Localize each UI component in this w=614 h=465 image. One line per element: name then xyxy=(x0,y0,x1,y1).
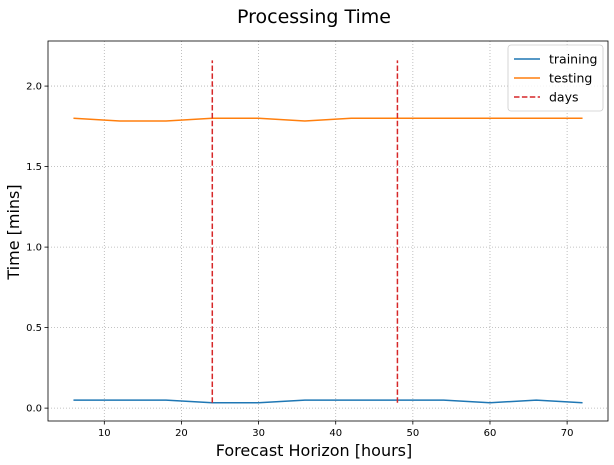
series-line-training xyxy=(73,399,583,404)
y-axis-label: Time [mins] xyxy=(4,184,23,280)
y-tick-label: 0.5 xyxy=(26,323,42,334)
legend: training testing days xyxy=(507,44,604,112)
x-tick-label: 60 xyxy=(484,428,497,439)
legend-box xyxy=(507,44,604,112)
grid-lines xyxy=(48,41,608,421)
x-tick-label: 40 xyxy=(329,428,342,439)
day-marker-lines xyxy=(211,60,399,403)
series-lines xyxy=(73,117,583,404)
x-axis-ticks: 10 20 30 40 50 60 70 xyxy=(98,421,574,439)
x-tick-label: 30 xyxy=(252,428,265,439)
plot-frame xyxy=(47,40,609,422)
y-tick-label: 0.0 xyxy=(26,404,42,415)
y-tick-label: 2.0 xyxy=(26,82,42,93)
x-tick-label: 20 xyxy=(175,428,188,439)
y-tick-label: 1.0 xyxy=(26,243,42,254)
x-tick-label: 10 xyxy=(98,428,111,439)
x-tick-label: 70 xyxy=(561,428,574,439)
legend-label-days: days xyxy=(549,90,579,105)
y-tick-label: 1.5 xyxy=(26,162,42,173)
y-axis-ticks: 0.0 0.5 1.0 1.5 2.0 xyxy=(26,82,48,415)
x-axis-label: Forecast Horizon [hours] xyxy=(216,441,413,460)
chart-title: Processing Time xyxy=(237,6,391,28)
legend-label-testing: testing xyxy=(549,71,592,86)
x-tick-label: 50 xyxy=(406,428,419,439)
series-line-testing xyxy=(73,117,583,122)
legend-label-training: training xyxy=(549,52,597,67)
